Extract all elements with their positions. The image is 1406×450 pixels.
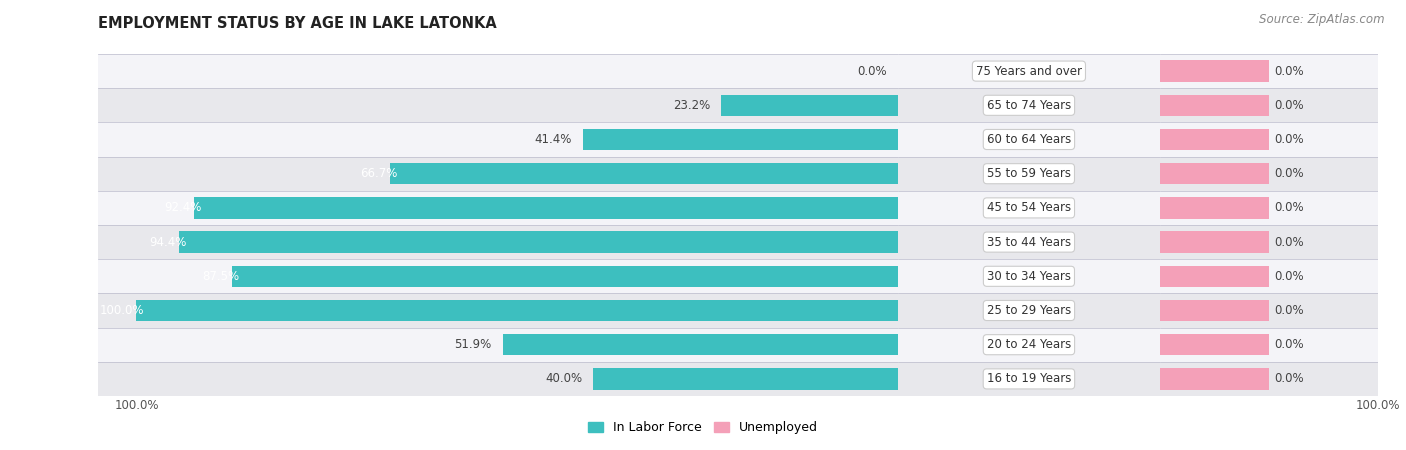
Text: 55 to 59 Years: 55 to 59 Years [987,167,1071,180]
Text: 45 to 54 Years: 45 to 54 Years [987,202,1071,214]
Text: 0.0%: 0.0% [1274,270,1303,283]
Bar [0,225,1406,259]
Text: 0.0%: 0.0% [1274,167,1303,180]
Bar [0,225,1406,259]
Bar [389,163,898,184]
Bar [0,157,1406,191]
Bar [0,191,1406,225]
Text: 0.0%: 0.0% [1274,373,1303,385]
Text: 0.0%: 0.0% [1274,99,1303,112]
Bar [721,94,898,116]
Bar [0,122,1406,157]
Bar [1160,94,1268,116]
Text: 0.0%: 0.0% [858,65,887,77]
Bar [0,88,1406,122]
Text: 0.0%: 0.0% [1274,65,1303,77]
Bar [0,122,1406,157]
Bar [0,293,1406,328]
Bar [0,259,1406,293]
Text: 0.0%: 0.0% [1274,304,1303,317]
Text: 35 to 44 Years: 35 to 44 Years [987,236,1071,248]
Bar [1160,60,1268,82]
Text: 20 to 24 Years: 20 to 24 Years [987,338,1071,351]
Text: 65 to 74 Years: 65 to 74 Years [987,99,1071,112]
Bar [593,368,898,390]
Bar [0,191,1406,225]
Text: 75 Years and over: 75 Years and over [976,65,1083,77]
Text: 40.0%: 40.0% [546,373,582,385]
Text: EMPLOYMENT STATUS BY AGE IN LAKE LATONKA: EMPLOYMENT STATUS BY AGE IN LAKE LATONKA [98,17,498,32]
Text: 66.7%: 66.7% [360,167,398,180]
Legend: In Labor Force, Unemployed: In Labor Force, Unemployed [583,416,823,439]
Bar [0,259,1406,293]
Text: 94.4%: 94.4% [149,236,187,248]
Text: 0.0%: 0.0% [1274,133,1303,146]
Bar [0,157,1406,191]
Bar [0,54,1406,88]
Text: 0.0%: 0.0% [1274,202,1303,214]
Text: 87.5%: 87.5% [202,270,239,283]
Bar [194,197,898,219]
Bar [0,54,1406,88]
Text: 92.4%: 92.4% [165,202,202,214]
Bar [0,225,1406,259]
Bar [0,328,1406,362]
Text: 0.0%: 0.0% [1274,338,1303,351]
Bar [232,266,898,287]
Bar [1160,368,1268,390]
Bar [1160,334,1268,356]
Bar [0,191,1406,225]
Bar [0,88,1406,122]
Bar [0,157,1406,191]
Text: 60 to 64 Years: 60 to 64 Years [987,133,1071,146]
Text: 51.9%: 51.9% [454,338,492,351]
Bar [1160,197,1268,219]
Bar [503,334,898,356]
Text: 16 to 19 Years: 16 to 19 Years [987,373,1071,385]
Bar [1160,129,1268,150]
Bar [0,362,1406,396]
Bar [136,300,898,321]
Bar [0,328,1406,362]
Bar [0,362,1406,396]
Bar [583,129,898,150]
Bar [0,293,1406,328]
Text: 100.0%: 100.0% [100,304,145,317]
Text: Source: ZipAtlas.com: Source: ZipAtlas.com [1260,14,1385,27]
Bar [0,328,1406,362]
Text: 0.0%: 0.0% [1274,236,1303,248]
Bar [179,231,898,253]
Text: 41.4%: 41.4% [534,133,571,146]
Bar [1160,266,1268,287]
Bar [1160,300,1268,321]
Bar [0,293,1406,328]
Bar [1160,231,1268,253]
Bar [1160,163,1268,184]
Text: 23.2%: 23.2% [672,99,710,112]
Text: 25 to 29 Years: 25 to 29 Years [987,304,1071,317]
Bar [0,54,1406,88]
Bar [0,122,1406,157]
Bar [0,259,1406,293]
Bar [0,88,1406,122]
Text: 30 to 34 Years: 30 to 34 Years [987,270,1071,283]
Bar [0,362,1406,396]
